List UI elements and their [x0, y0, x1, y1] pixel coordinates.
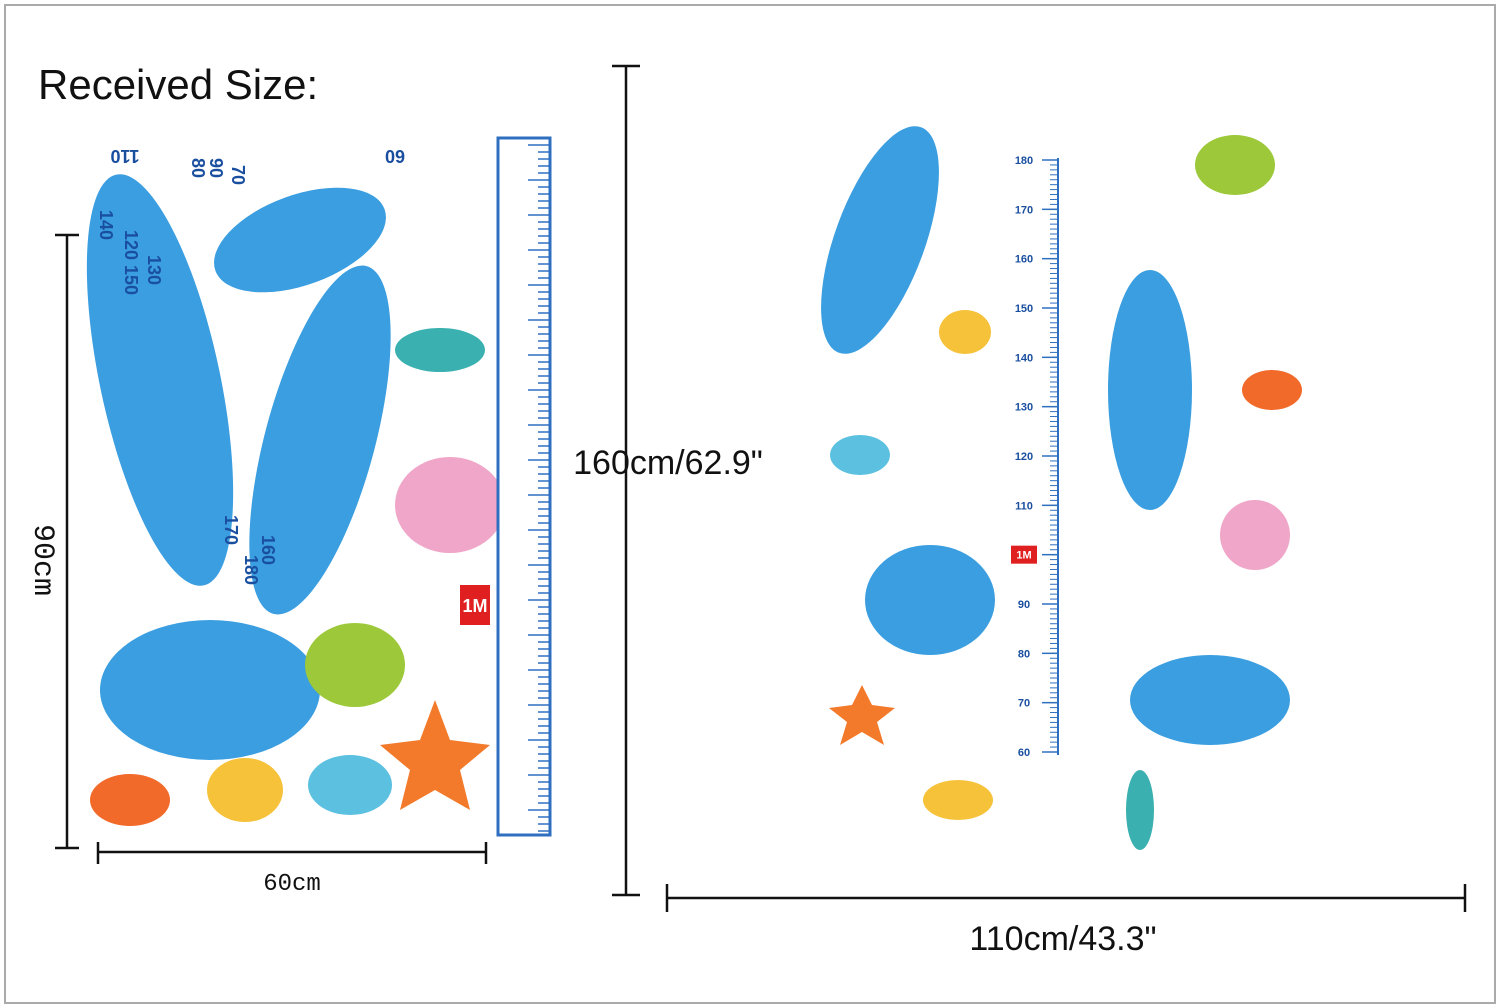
- starfish: [829, 685, 895, 745]
- marker-box: [1011, 545, 1037, 564]
- ruler-label: 180: [1015, 155, 1033, 167]
- sheet-number: 150: [121, 265, 141, 295]
- ruler-label: 80: [1018, 648, 1030, 660]
- sheet-number: 130: [144, 255, 164, 285]
- sheet-number: 90: [206, 158, 226, 178]
- ruler-label: 60: [1018, 747, 1030, 759]
- fish: [207, 758, 283, 822]
- ruler-label: 150: [1015, 303, 1033, 315]
- turtle: [305, 623, 405, 707]
- fish: [308, 755, 392, 815]
- dolphin: [865, 545, 995, 655]
- ruler-ticks: [528, 144, 550, 832]
- clownfish: [1242, 370, 1302, 410]
- clownfish: [90, 774, 170, 826]
- angelfish: [923, 780, 993, 820]
- ruler-ticks: 180 170 160 150 140 130 120 110 1M 90 80 70 60: [1011, 155, 1058, 759]
- sheet-number: 120: [121, 230, 141, 260]
- seahorse: [395, 328, 485, 372]
- sheet-number: 160: [258, 535, 278, 565]
- fish: [830, 435, 890, 475]
- sheet-number: 180: [241, 555, 261, 585]
- sheet-number: 140: [96, 210, 116, 240]
- received-width: 60cm: [263, 871, 321, 898]
- marker: 1M: [1016, 550, 1031, 562]
- dolphin: [1130, 655, 1290, 745]
- received-height: 90cm: [25, 524, 59, 596]
- dolphin: [214, 187, 386, 293]
- dolphin: [86, 174, 234, 586]
- dolphin: [1108, 270, 1192, 510]
- sheet-number: 70: [228, 165, 248, 185]
- seahorse: [1126, 770, 1154, 850]
- marker: 1M: [462, 596, 487, 616]
- ruler-label: 90: [1018, 599, 1030, 611]
- dolphin: [249, 265, 391, 615]
- sheet-number: 170: [221, 515, 241, 545]
- installed-view: 180 170 160 150 140 130 120 110 1M 90 80 70 60: [821, 126, 1302, 850]
- fish: [939, 310, 991, 354]
- ruler-label: 110: [1015, 500, 1033, 512]
- turtle: [1195, 135, 1275, 195]
- octopus: [395, 457, 505, 553]
- sheet-number: 60: [385, 146, 405, 166]
- ruler-label: 160: [1015, 254, 1033, 266]
- ruler-label: 130: [1015, 402, 1033, 414]
- installed-height: 160cm/62.9": [573, 444, 763, 482]
- ruler-label: 170: [1015, 204, 1033, 216]
- title: Received Size:: [38, 61, 318, 108]
- marker-box: [460, 585, 490, 625]
- starfish: [380, 700, 490, 810]
- dolphin: [821, 126, 939, 354]
- ruler-label: 70: [1018, 698, 1030, 710]
- sheet-number: 110: [110, 146, 139, 166]
- octopus: [1220, 500, 1290, 570]
- installed-width: 110cm/43.3": [969, 920, 1156, 958]
- ruler-label: 120: [1015, 451, 1033, 463]
- sheet-number: 80: [188, 158, 208, 178]
- dolphin: [100, 620, 320, 760]
- ruler-label: 140: [1015, 352, 1033, 364]
